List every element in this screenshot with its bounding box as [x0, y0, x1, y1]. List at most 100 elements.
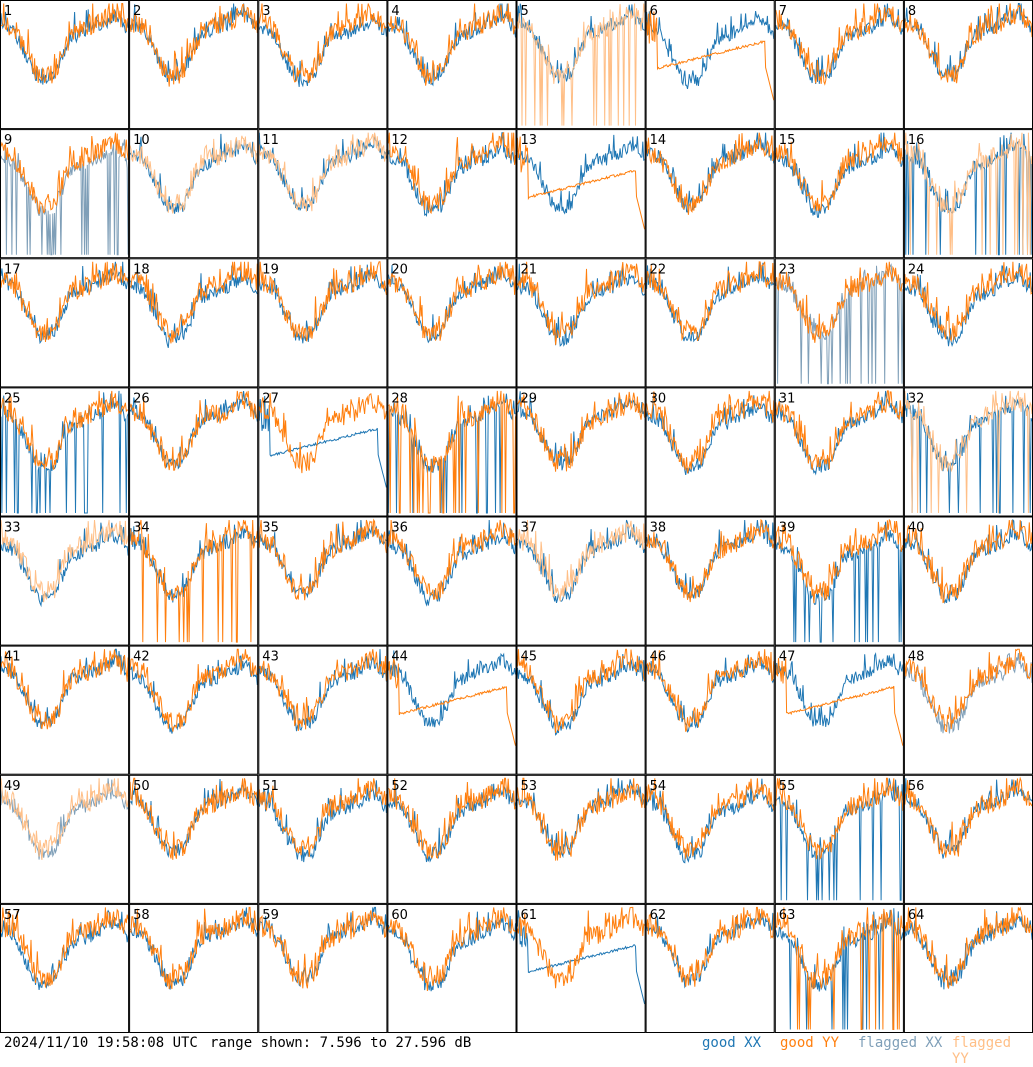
panel-label: 29 [521, 391, 538, 406]
panel-50: 50 [129, 774, 259, 904]
series-yy-panel-1 [0, 3, 129, 84]
series-yy-panel-10 [129, 135, 258, 214]
panel-23: 23 [774, 258, 904, 388]
series-yy-panel-35 [258, 518, 387, 601]
legend-good-xx: good XX [702, 1035, 762, 1051]
panel-label: 42 [133, 650, 150, 665]
panel-label: 40 [908, 521, 925, 536]
panel-frame-47 [774, 645, 904, 775]
legend-flagged-xx: flagged XX [858, 1035, 943, 1051]
series-xx-panel-28 [387, 393, 516, 514]
series-yy-panel-29 [517, 391, 646, 472]
panel-12: 12 [387, 129, 517, 259]
panel-label: 6 [650, 4, 658, 19]
panel-label: 2 [133, 4, 141, 19]
panel-label: 34 [133, 521, 150, 536]
series-xx-panel-30 [646, 395, 775, 475]
series-xx-panel-45 [517, 653, 646, 736]
panel-label: 62 [650, 908, 667, 923]
panel-label: 59 [262, 908, 279, 923]
panel-label: 43 [262, 650, 279, 665]
panel-17: 17 [0, 258, 130, 388]
series-yy-panel-18 [129, 261, 258, 344]
series-yy-panel-58 [129, 906, 258, 990]
series-yy-panel-47 [775, 657, 904, 746]
panel-frame-14 [645, 129, 775, 259]
footer: 2024/11/10 19:58:08 UTC range shown: 7.5… [0, 1033, 1033, 1067]
panel-frame-7 [774, 0, 904, 130]
series-xx-panel-27 [258, 395, 387, 488]
series-yy-panel-59 [258, 910, 387, 989]
series-yy-panel-33 [0, 519, 129, 603]
series-yy-panel-26 [129, 390, 258, 471]
series-xx-panel-40 [904, 518, 1033, 605]
series-yy-panel-48 [904, 648, 1033, 733]
series-yy-panel-40 [904, 519, 1033, 604]
panel-frame-52 [387, 774, 517, 904]
panel-frame-50 [129, 774, 259, 904]
range-text: range shown: 7.596 to 27.596 dB [210, 1035, 472, 1051]
panel-57: 57 [0, 903, 130, 1033]
series-xx-panel-44 [388, 650, 516, 728]
panel-22: 22 [645, 258, 775, 388]
series-xx-panel-1 [0, 9, 129, 85]
series-xx-panel-16 [904, 132, 1033, 256]
panel-36: 36 [387, 516, 517, 646]
panel-frame-28 [387, 387, 517, 517]
series-yy-panel-52 [388, 777, 516, 860]
series-xx-panel-51 [258, 780, 387, 863]
panel-frame-46 [645, 645, 775, 775]
panel-1: 1 [0, 0, 130, 130]
panel-label: 16 [908, 133, 925, 148]
panel-frame-42 [129, 645, 259, 775]
panel-frame-41 [0, 645, 130, 775]
series-yy-panel-38 [646, 519, 775, 603]
series-xx-panel-23 [775, 263, 904, 385]
panel-frame-54 [645, 774, 775, 904]
series-yy-panel-55 [775, 777, 904, 860]
panel-label: 13 [521, 133, 538, 148]
panel-label: 20 [391, 262, 408, 277]
panel-label: 41 [4, 650, 21, 665]
panel-32: 32 [903, 387, 1033, 517]
series-xx-panel-60 [387, 911, 516, 992]
series-xx-panel-32 [904, 393, 1033, 514]
panel-frame-62 [645, 903, 775, 1033]
panel-label: 33 [4, 521, 21, 536]
panel-63: 63 [774, 903, 904, 1033]
panel-56: 56 [903, 774, 1033, 904]
series-yy-panel-41 [0, 649, 129, 730]
panel-label: 25 [4, 391, 21, 406]
series-yy-panel-45 [517, 648, 646, 734]
panel-5: 5 [516, 0, 646, 130]
panel-label: 36 [391, 521, 408, 536]
panel-frame-59 [258, 903, 388, 1033]
panel-frame-35 [258, 516, 388, 646]
series-xx-panel-39 [775, 521, 904, 643]
panel-64: 64 [903, 903, 1033, 1033]
panel-label: 23 [779, 262, 796, 277]
legend-flagged-yy: flagged YY [952, 1035, 1012, 1067]
panel-label: 30 [650, 391, 667, 406]
panel-58: 58 [129, 903, 259, 1033]
panel-label: 1 [4, 4, 12, 19]
panel-frame-29 [516, 387, 646, 517]
panel-40: 40 [903, 516, 1033, 646]
panel-frame-30 [645, 387, 775, 517]
panel-frame-13 [516, 129, 646, 259]
panel-frame-27 [258, 387, 388, 517]
panel-label: 4 [391, 4, 399, 19]
series-yy-panel-37 [517, 519, 646, 602]
panel-label: 9 [4, 133, 12, 148]
series-yy-panel-14 [646, 132, 775, 215]
panel-label: 55 [779, 779, 796, 794]
panel-3: 3 [258, 0, 388, 130]
panel-label: 51 [262, 779, 279, 794]
series-yy-panel-28 [388, 390, 516, 514]
panel-13: 13 [516, 129, 646, 259]
series-yy-panel-24 [904, 261, 1033, 343]
panel-frame-43 [258, 645, 388, 775]
panel-55: 55 [774, 774, 904, 904]
series-yy-panel-11 [258, 132, 387, 212]
